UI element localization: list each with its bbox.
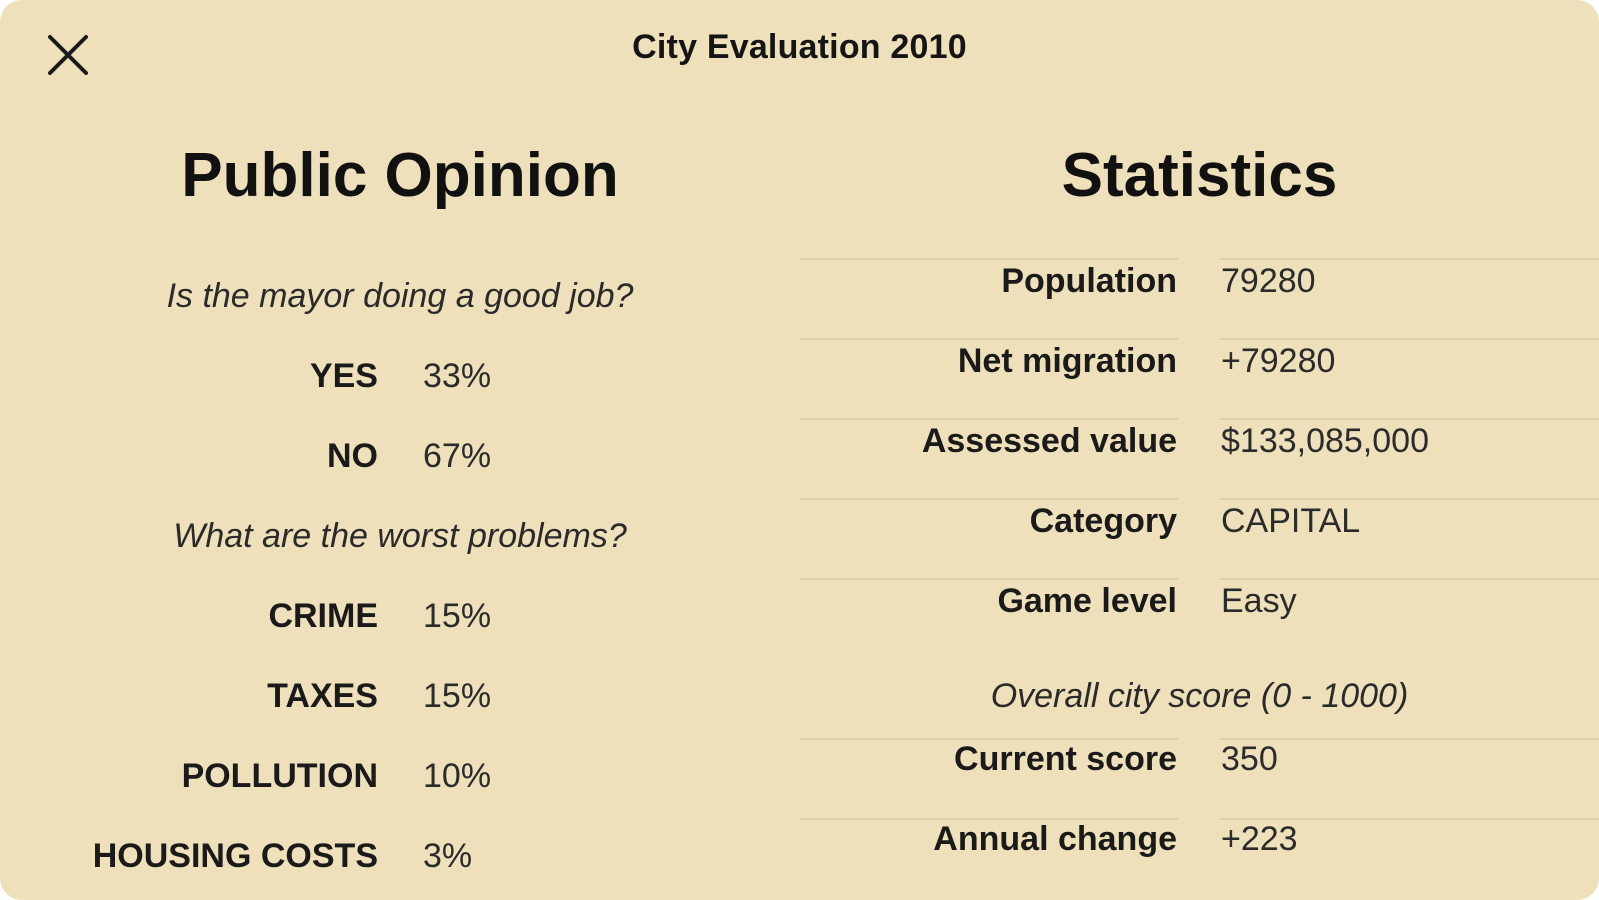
stat-value: 79280	[1221, 262, 1316, 300]
statistics-panel: Statistics Population 79280 Net migratio…	[800, 0, 1599, 900]
stat-value: $133,085,000	[1221, 422, 1429, 460]
row-divider	[800, 818, 1178, 820]
problems-question: What are the worst problems?	[173, 517, 627, 555]
problem-value: 10%	[423, 757, 492, 795]
row-divider	[1220, 498, 1599, 500]
stat-label: Category	[1029, 502, 1177, 540]
stat-label: Annual change	[933, 820, 1177, 858]
problem-row-crime: CRIME 15%	[0, 597, 800, 647]
approval-question: Is the mayor doing a good job?	[166, 277, 634, 315]
stat-value: CAPITAL	[1221, 502, 1361, 540]
problem-value: 3%	[423, 837, 473, 875]
stat-value: +79280	[1221, 342, 1336, 380]
approval-row-no: NO 67%	[0, 437, 800, 487]
stat-label: Assessed value	[921, 422, 1177, 460]
stat-label: Population	[1001, 262, 1177, 300]
stat-row-population: Population 79280	[800, 258, 1599, 338]
problem-row-pollution: POLLUTION 10%	[0, 757, 800, 807]
stat-label: Current score	[954, 740, 1177, 778]
row-divider	[1220, 338, 1599, 340]
row-divider	[800, 498, 1178, 500]
approval-label: YES	[309, 357, 378, 395]
row-divider	[1220, 818, 1599, 820]
problem-label: POLLUTION	[181, 757, 378, 795]
stat-row-annual-change: Annual change +223	[800, 818, 1599, 898]
row-divider	[1220, 738, 1599, 740]
stat-label: Game level	[997, 582, 1177, 620]
approval-row-yes: YES 33%	[0, 357, 800, 407]
public-opinion-panel: Public Opinion Is the mayor doing a good…	[0, 141, 800, 887]
stat-row-category: Category CAPITAL	[800, 498, 1599, 578]
approval-value: 67%	[423, 437, 492, 475]
close-icon	[48, 35, 88, 75]
approval-label: NO	[327, 437, 378, 475]
approval-value: 33%	[423, 357, 492, 395]
row-divider	[1220, 258, 1599, 260]
stat-value: Easy	[1221, 582, 1297, 620]
dialog-title: City Evaluation 2010	[632, 28, 967, 66]
problem-label: TAXES	[267, 677, 378, 715]
stat-row-assessed-value: Assessed value $133,085,000	[800, 418, 1599, 498]
row-divider	[800, 738, 1178, 740]
row-divider	[800, 578, 1178, 580]
problem-label: HOUSING COSTS	[92, 837, 378, 875]
problem-row-housing-costs: HOUSING COSTS 3%	[0, 837, 800, 887]
score-caption: Overall city score (0 - 1000)	[990, 677, 1409, 715]
row-divider	[800, 338, 1178, 340]
row-divider	[800, 418, 1178, 420]
stat-value: +223	[1221, 820, 1298, 858]
stat-value: 350	[1221, 740, 1278, 778]
stat-row-game-level: Game level Easy	[800, 578, 1599, 658]
statistics-heading: Statistics	[1061, 141, 1338, 210]
row-divider	[1220, 578, 1599, 580]
stat-row-current-score: Current score 350	[800, 738, 1599, 818]
stat-row-net-migration: Net migration +79280	[800, 338, 1599, 418]
problem-value: 15%	[423, 597, 492, 635]
row-divider	[800, 258, 1178, 260]
problem-label: CRIME	[268, 597, 378, 635]
problem-row-taxes: TAXES 15%	[0, 677, 800, 727]
row-divider	[1220, 418, 1599, 420]
close-button[interactable]	[40, 27, 96, 83]
stat-label: Net migration	[957, 342, 1177, 380]
problem-value: 15%	[423, 677, 492, 715]
public-opinion-heading: Public Opinion	[181, 141, 619, 210]
